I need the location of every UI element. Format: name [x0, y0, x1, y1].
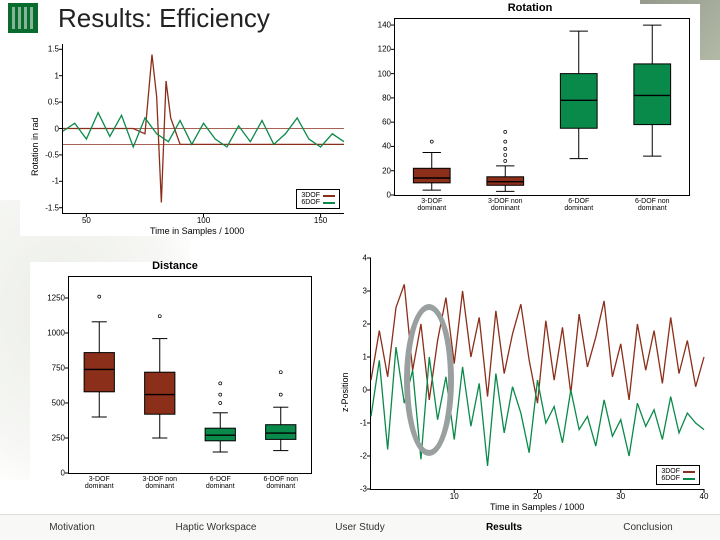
chart-title: Rotation [360, 2, 700, 14]
plot-area: 0204060801001201403-DOFdominant3-DOF non… [394, 18, 690, 196]
footer-item-conclusion[interactable]: Conclusion [576, 522, 720, 533]
xlabel: Time in Samples / 1000 [150, 226, 244, 236]
chart-rotation-boxplot: Rotation 0204060801001201403-DOFdominant… [360, 4, 700, 224]
institution-logo [8, 3, 38, 33]
page-title: Results: Efficiency [58, 3, 270, 34]
footer-item-results[interactable]: Results [432, 522, 576, 533]
plot-area: 0250500750100012503-DOFdominant3-DOF non… [68, 276, 312, 474]
highlight-ellipse [404, 304, 454, 456]
chart-distance-boxplot: Distance 0250500750100012503-DOFdominant… [30, 262, 320, 502]
footer-item-motivation[interactable]: Motivation [0, 522, 144, 533]
footer-nav: Motivation Haptic Workspace User Study R… [0, 514, 720, 540]
chart-zposition-line: z-Position Time in Samples / 1000 -3-2-1… [330, 252, 712, 510]
xlabel: Time in Samples / 1000 [490, 502, 584, 512]
chart-title: Distance [30, 260, 320, 272]
footer-item-userstudy[interactable]: User Study [288, 522, 432, 533]
footer-item-haptic[interactable]: Haptic Workspace [144, 522, 288, 533]
plot-area: -1.5-1-0.500.511.5501001503DOF6DOF [62, 44, 344, 214]
chart-rotation-line: Rotation in rad Time in Samples / 1000 -… [20, 36, 350, 236]
plot-area: -3-2-101234102030403DOF6DOF [370, 258, 704, 490]
